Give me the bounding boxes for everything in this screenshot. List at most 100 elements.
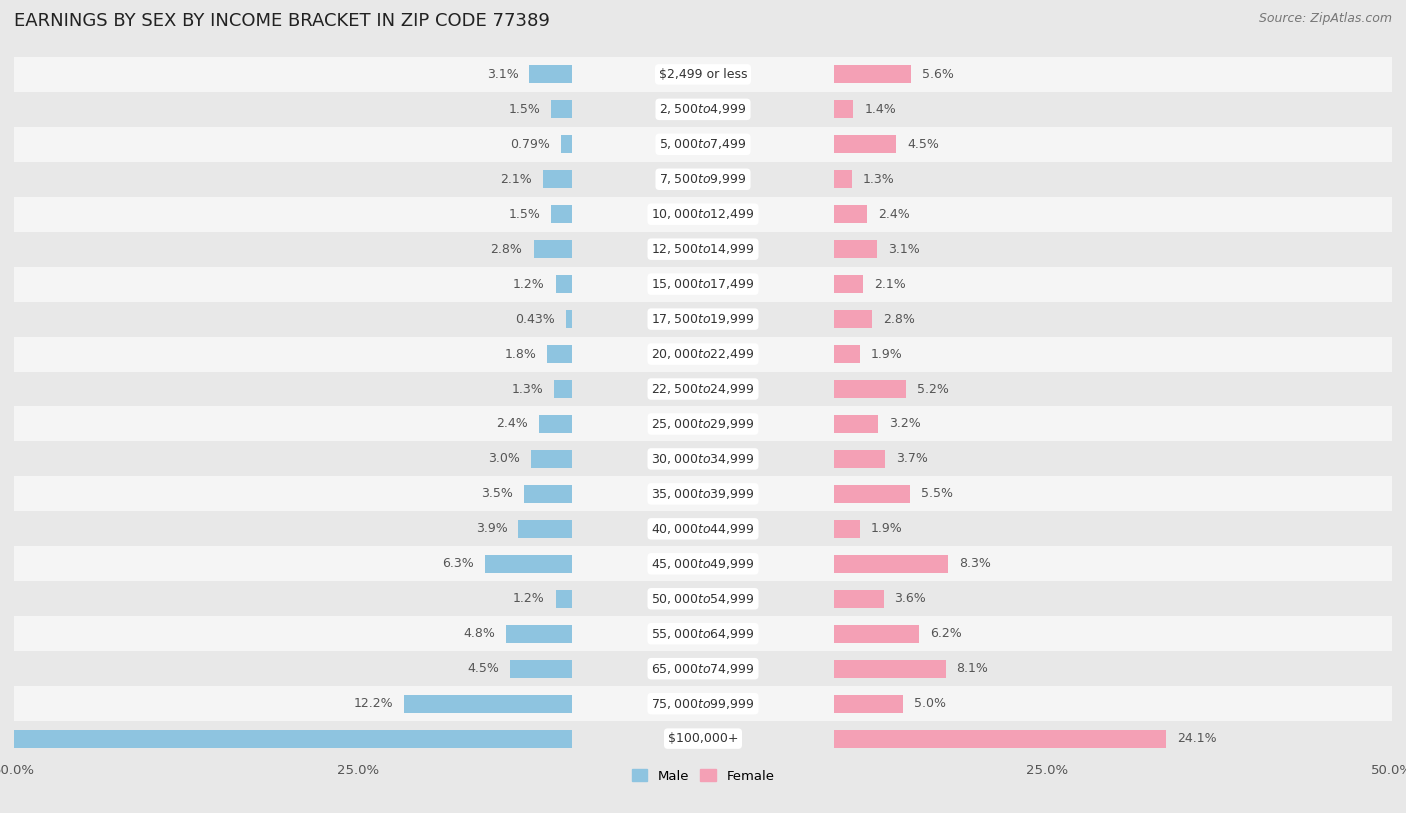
- Text: 1.5%: 1.5%: [509, 208, 540, 220]
- Text: 6.3%: 6.3%: [443, 558, 474, 570]
- Text: 3.2%: 3.2%: [889, 418, 921, 430]
- Bar: [14, 267, 1392, 302]
- Text: 0.43%: 0.43%: [516, 313, 555, 325]
- Text: 1.5%: 1.5%: [509, 103, 540, 115]
- Bar: [404, 694, 572, 713]
- Text: $15,000 to $17,499: $15,000 to $17,499: [651, 277, 755, 291]
- Text: $22,500 to $24,999: $22,500 to $24,999: [651, 382, 755, 396]
- Bar: [530, 65, 572, 84]
- Bar: [14, 651, 1392, 686]
- Text: $7,500 to $9,999: $7,500 to $9,999: [659, 172, 747, 186]
- Text: 5.0%: 5.0%: [914, 698, 946, 710]
- Text: 2.4%: 2.4%: [496, 418, 529, 430]
- Bar: [834, 415, 877, 433]
- Text: 3.6%: 3.6%: [894, 593, 927, 605]
- Bar: [14, 372, 1392, 406]
- Bar: [834, 65, 911, 84]
- Text: $2,500 to $4,999: $2,500 to $4,999: [659, 102, 747, 116]
- Text: 1.2%: 1.2%: [513, 593, 544, 605]
- Text: 1.3%: 1.3%: [512, 383, 543, 395]
- Text: EARNINGS BY SEX BY INCOME BRACKET IN ZIP CODE 77389: EARNINGS BY SEX BY INCOME BRACKET IN ZIP…: [14, 12, 550, 30]
- Bar: [14, 686, 1392, 721]
- Bar: [14, 57, 1392, 92]
- Text: $25,000 to $29,999: $25,000 to $29,999: [651, 417, 755, 431]
- Bar: [14, 162, 1392, 197]
- Bar: [531, 450, 572, 468]
- Bar: [14, 337, 1392, 372]
- Text: $100,000+: $100,000+: [668, 733, 738, 745]
- Bar: [567, 310, 572, 328]
- Text: 6.2%: 6.2%: [931, 628, 962, 640]
- Text: 2.4%: 2.4%: [877, 208, 910, 220]
- Bar: [834, 135, 896, 154]
- Text: 2.1%: 2.1%: [501, 173, 531, 185]
- Text: 3.7%: 3.7%: [896, 453, 928, 465]
- Bar: [14, 616, 1392, 651]
- Text: 1.9%: 1.9%: [872, 523, 903, 535]
- Bar: [555, 589, 572, 608]
- Bar: [555, 275, 572, 293]
- Text: 2.1%: 2.1%: [875, 278, 905, 290]
- Bar: [538, 415, 572, 433]
- Bar: [14, 197, 1392, 232]
- Bar: [834, 380, 905, 398]
- Text: 0.79%: 0.79%: [510, 138, 550, 150]
- Text: $35,000 to $39,999: $35,000 to $39,999: [651, 487, 755, 501]
- Text: 1.9%: 1.9%: [872, 348, 903, 360]
- Text: $2,499 or less: $2,499 or less: [659, 68, 747, 80]
- Text: 1.8%: 1.8%: [505, 348, 536, 360]
- Text: 3.1%: 3.1%: [887, 243, 920, 255]
- Bar: [834, 554, 948, 573]
- Bar: [561, 135, 572, 154]
- Text: 4.5%: 4.5%: [907, 138, 939, 150]
- Bar: [14, 92, 1392, 127]
- Bar: [834, 694, 903, 713]
- Text: $10,000 to $12,499: $10,000 to $12,499: [651, 207, 755, 221]
- Bar: [554, 380, 572, 398]
- Text: $75,000 to $99,999: $75,000 to $99,999: [651, 697, 755, 711]
- Bar: [834, 485, 910, 503]
- Bar: [834, 240, 876, 259]
- Bar: [524, 485, 572, 503]
- Bar: [14, 232, 1392, 267]
- Bar: [14, 511, 1392, 546]
- Text: 3.1%: 3.1%: [486, 68, 519, 80]
- Bar: [485, 554, 572, 573]
- Bar: [834, 100, 853, 119]
- Text: 3.0%: 3.0%: [488, 453, 520, 465]
- Text: 3.9%: 3.9%: [475, 523, 508, 535]
- Bar: [533, 240, 572, 259]
- Bar: [834, 310, 873, 328]
- Text: 4.8%: 4.8%: [463, 628, 495, 640]
- Bar: [14, 546, 1392, 581]
- Bar: [14, 127, 1392, 162]
- Text: $55,000 to $64,999: $55,000 to $64,999: [651, 627, 755, 641]
- Text: $5,000 to $7,499: $5,000 to $7,499: [659, 137, 747, 151]
- Text: $17,500 to $19,999: $17,500 to $19,999: [651, 312, 755, 326]
- Text: $20,000 to $22,499: $20,000 to $22,499: [651, 347, 755, 361]
- Text: $40,000 to $44,999: $40,000 to $44,999: [651, 522, 755, 536]
- Bar: [543, 170, 572, 189]
- Bar: [14, 441, 1392, 476]
- Bar: [14, 476, 1392, 511]
- Text: $65,000 to $74,999: $65,000 to $74,999: [651, 662, 755, 676]
- Bar: [834, 659, 945, 678]
- Text: 2.8%: 2.8%: [491, 243, 523, 255]
- Bar: [834, 520, 860, 538]
- Bar: [551, 100, 572, 119]
- Text: $30,000 to $34,999: $30,000 to $34,999: [651, 452, 755, 466]
- Text: 8.1%: 8.1%: [956, 663, 988, 675]
- Bar: [834, 729, 1166, 748]
- Bar: [547, 345, 572, 363]
- Bar: [834, 345, 860, 363]
- Text: 5.6%: 5.6%: [922, 68, 953, 80]
- Text: 5.5%: 5.5%: [921, 488, 953, 500]
- Bar: [519, 520, 572, 538]
- Bar: [14, 581, 1392, 616]
- Text: 1.2%: 1.2%: [513, 278, 544, 290]
- Text: 24.1%: 24.1%: [1177, 733, 1216, 745]
- Text: 1.3%: 1.3%: [863, 173, 894, 185]
- Bar: [0, 729, 572, 748]
- Text: 2.8%: 2.8%: [883, 313, 915, 325]
- Bar: [834, 450, 884, 468]
